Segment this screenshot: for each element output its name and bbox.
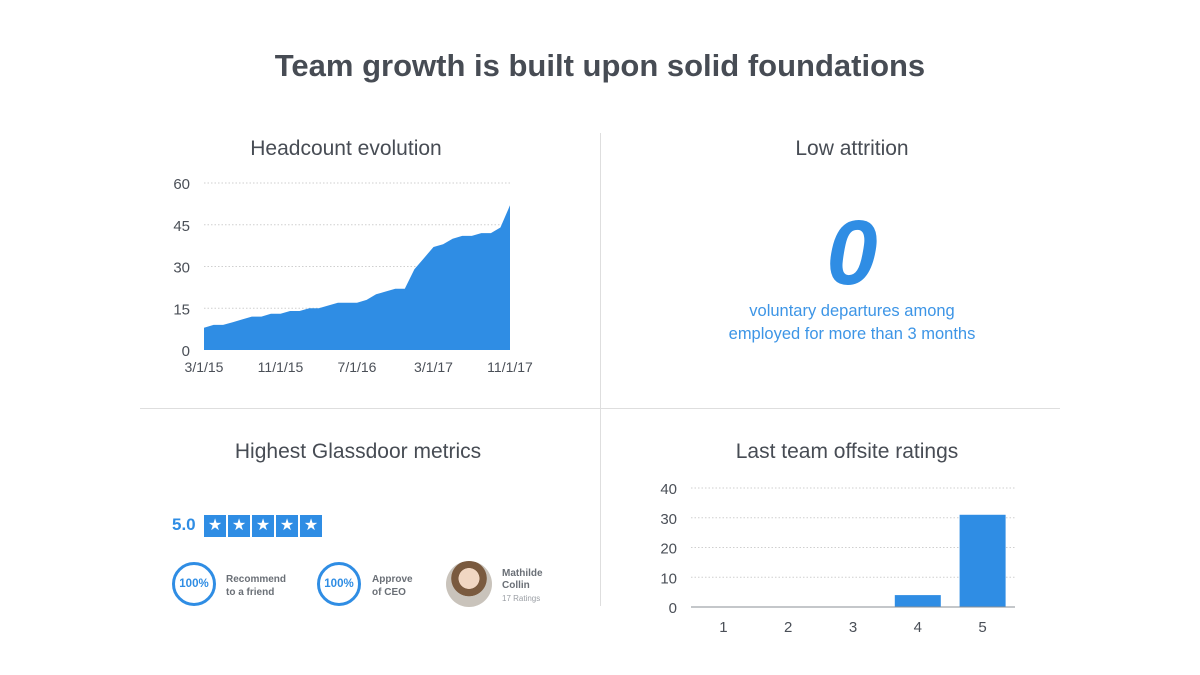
recommend-label: Recommend to a friend [226,573,286,599]
offsite-x-tick: 5 [978,619,986,636]
attrition-caption-line1: voluntary departures among [749,302,955,320]
vertical-divider [600,133,601,606]
attrition-caption: voluntary departures among employed for … [652,300,1052,346]
offsite-y-tick: 30 [660,511,677,528]
offsite-y-tick: 20 [660,541,677,558]
ceo-name: Mathilde Collin [502,568,562,592]
offsite-title: Last team offsite ratings [735,440,959,463]
offsite-bar [894,595,941,607]
offsite-y-tick: 0 [669,600,677,617]
approve-percent: 100% [317,562,361,606]
headcount-y-tick: 30 [173,260,190,277]
approve-label-line1: Approve [372,574,413,585]
headcount-y-tick: 60 [173,176,190,193]
star-icon: ★ [252,515,274,537]
attrition-caption-line2: employed for more than 3 months [728,325,976,343]
ceo-ratings-count: 17 Ratings [502,594,541,603]
offsite-bar [959,514,1006,607]
approve-label-line2: of CEO [372,587,406,598]
star-icon: ★ [228,515,250,537]
glassdoor-title: Highest Glassdoor metrics [234,440,482,463]
ceo-last-name: Collin [502,580,530,591]
headcount-x-tick: 11/1/15 [258,359,304,375]
approve-label: Approve of CEO [372,573,413,599]
offsite-x-tick: 1 [719,619,727,636]
headcount-x-tick: 3/1/17 [414,359,453,375]
headcount-area [204,205,510,350]
headcount-x-tick: 7/1/16 [338,359,377,375]
offsite-y-tick: 40 [660,481,677,498]
offsite-chart: 0 10 20 30 40 1 2 3 4 5 [660,481,1015,636]
headcount-chart: 0 15 30 45 60 3/1/15 11/1/15 7/1/16 3/1/17 11/1/1… [173,176,533,375]
star-icon: ★ [204,515,226,537]
recommend-label-line2: to a friend [226,587,275,598]
ceo-avatar [446,561,492,607]
star-rating: ★ ★ ★ ★ ★ [204,515,322,537]
recommend-percent: 100% [172,562,216,606]
headcount-y-tick: 15 [173,301,190,318]
attrition-value: 0 [826,202,878,304]
glassdoor-rating: 5.0 [172,515,196,534]
attrition-title: Low attrition [795,137,909,160]
horizontal-divider [140,408,1060,409]
page-title: Team growth is built upon solid foundati… [274,48,926,83]
headcount-x-tick: 3/1/15 [185,359,224,375]
headcount-y-tick: 45 [173,218,190,235]
offsite-x-tick: 3 [849,619,857,636]
recommend-label-line1: Recommend [226,574,287,585]
offsite-x-tick: 4 [914,619,922,636]
headcount-title: Headcount evolution [250,137,442,160]
offsite-x-tick: 2 [784,619,792,636]
headcount-y-tick: 0 [182,343,190,360]
headcount-x-tick: 11/1/17 [487,359,533,375]
star-icon: ★ [300,515,322,537]
star-icon: ★ [276,515,298,537]
offsite-y-tick: 10 [660,570,677,587]
ceo-first-name: Mathilde [502,568,543,579]
